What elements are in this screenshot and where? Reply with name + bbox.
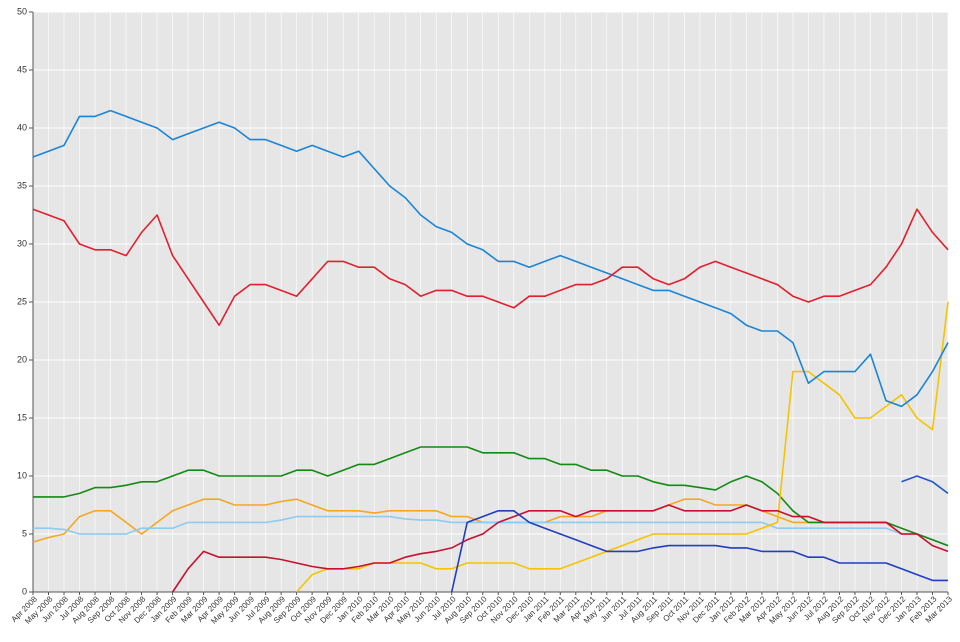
series-line [33,515,949,547]
series-line [32,109,949,408]
y-tick-label: 0 [22,586,27,596]
series-line [32,208,949,326]
y-tick-label: 50 [17,6,27,16]
y-tick-label: 35 [17,180,27,190]
series-line [296,301,949,593]
y-tick-label: 25 [17,296,27,306]
y-tick-label: 20 [17,354,27,364]
y-tick-label: 30 [17,238,27,248]
y-tick-label: 40 [17,122,27,132]
series-line [171,504,949,593]
series-line [450,510,948,593]
y-tick-label: 45 [17,64,27,74]
y-tick-label: 5 [22,528,27,538]
y-tick-label: 15 [17,412,27,422]
series-line [901,475,949,495]
y-tick-label: 10 [17,470,27,480]
series-line [33,446,949,547]
